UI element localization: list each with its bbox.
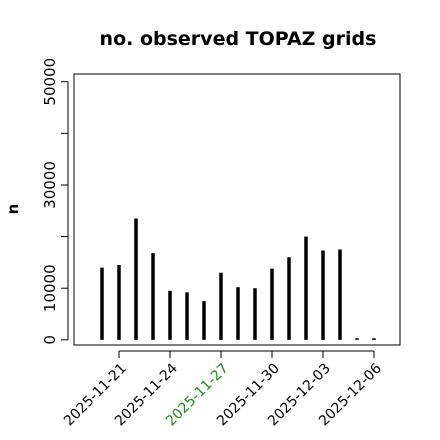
y-axis: 0 10000 30000 50000 [41, 58, 69, 345]
x-axis: 2025-11-212025-11-242025-11-272025-11-30… [61, 350, 385, 429]
chart-title: no. observed TOPAZ grids [100, 28, 377, 50]
plot-frame [73, 73, 401, 346]
y-tick-label: 50000 [41, 58, 59, 106]
y-tick-label: 10000 [41, 264, 59, 312]
y-axis-label: n [4, 204, 22, 215]
bars [100, 218, 376, 340]
y-tick-label: 0 [41, 335, 59, 345]
y-tick-label: 30000 [41, 161, 59, 209]
